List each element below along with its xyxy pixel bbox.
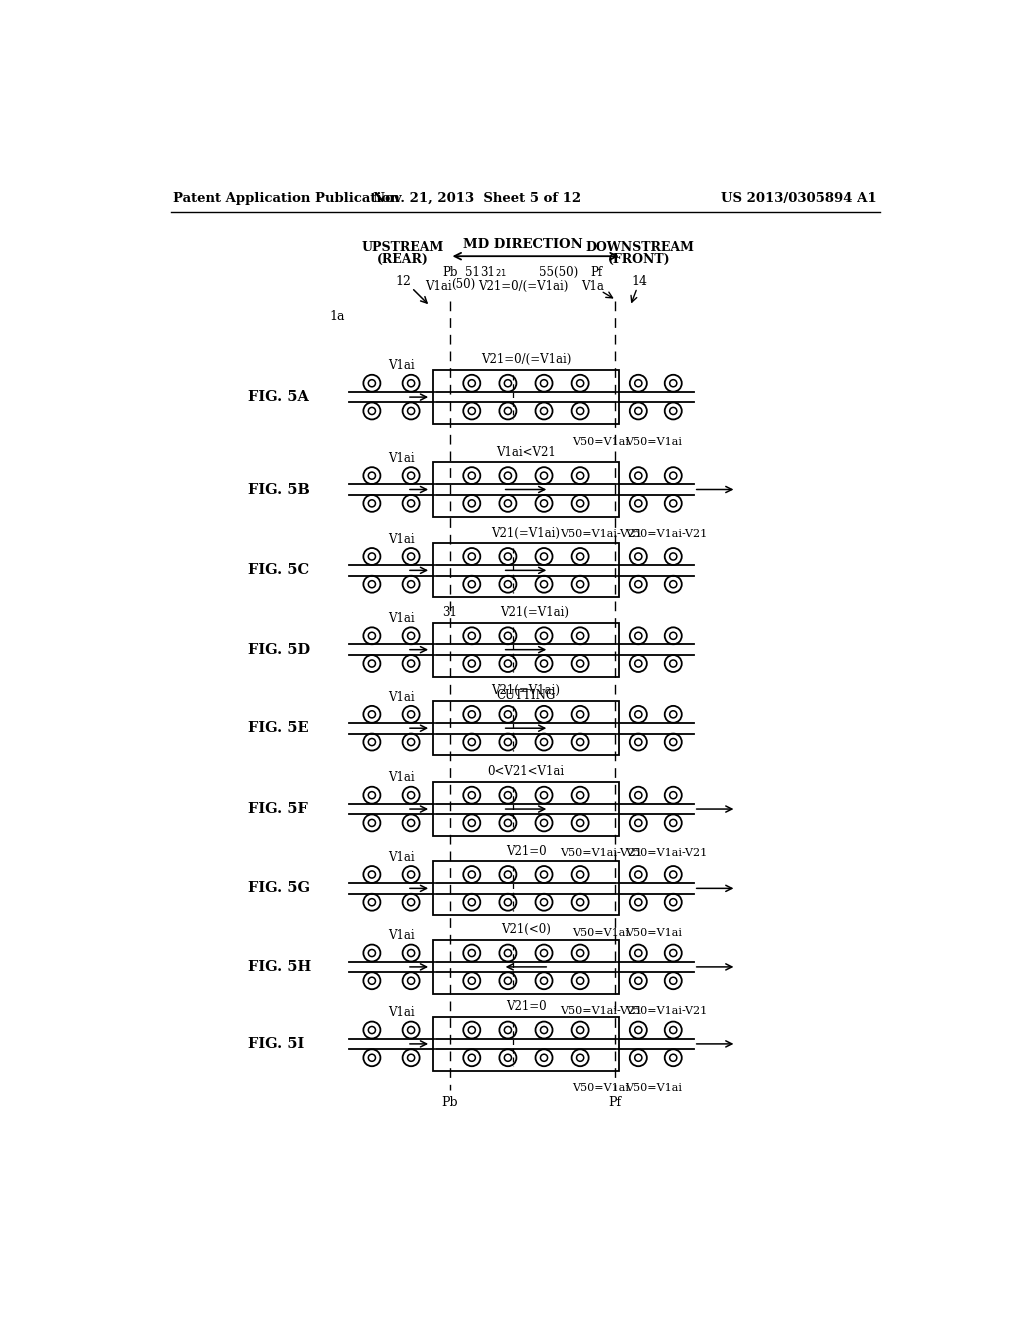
Text: V1ai: V1ai	[388, 359, 415, 372]
Text: V1a: V1a	[582, 280, 604, 293]
Text: V50=V1ai-V21: V50=V1ai-V21	[560, 1006, 642, 1016]
Text: V21(=V1ai): V21(=V1ai)	[501, 606, 569, 619]
Text: V21(<0): V21(<0)	[501, 923, 551, 936]
Text: 14: 14	[632, 275, 647, 288]
Text: FIG. 5B: FIG. 5B	[248, 483, 310, 496]
Text: Pb: Pb	[441, 1096, 458, 1109]
Text: Pb: Pb	[442, 265, 458, 279]
Text: Nov. 21, 2013  Sheet 5 of 12: Nov. 21, 2013 Sheet 5 of 12	[373, 191, 581, 205]
Text: Patent Application Publication: Patent Application Publication	[173, 191, 399, 205]
Bar	[432, 940, 620, 994]
Bar	[432, 1016, 620, 1071]
Text: V1ai: V1ai	[388, 771, 415, 784]
Text: 51: 51	[465, 265, 479, 279]
Text: FIG. 5G: FIG. 5G	[248, 882, 310, 895]
Text: V50=V1ai: V50=V1ai	[626, 928, 683, 937]
Text: V50=V1ai: V50=V1ai	[572, 1084, 630, 1093]
Bar	[432, 781, 620, 836]
Text: V50=V1ai: V50=V1ai	[572, 928, 630, 937]
Text: 1a: 1a	[330, 310, 345, 323]
Text: V21=0: V21=0	[506, 1001, 546, 1014]
Text: (50): (50)	[451, 279, 475, 292]
Text: FIG. 5H: FIG. 5H	[248, 960, 311, 974]
Text: CUTTING: CUTTING	[497, 689, 556, 702]
Text: V21(=V1ai): V21(=V1ai)	[492, 527, 560, 540]
Text: FIG. 5A: FIG. 5A	[248, 391, 309, 404]
Text: V1ai: V1ai	[388, 690, 415, 704]
Text: V50=V1ai: V50=V1ai	[626, 437, 683, 446]
Text: V50=V1ai-V21: V50=V1ai-V21	[626, 529, 708, 539]
Text: FIG. 5I: FIG. 5I	[248, 1038, 304, 1051]
Text: V1ai: V1ai	[388, 451, 415, 465]
Text: FIG. 5D: FIG. 5D	[248, 643, 310, 656]
Bar	[432, 861, 620, 916]
Text: V50=V1ai-V21: V50=V1ai-V21	[626, 849, 708, 858]
Bar	[432, 623, 620, 677]
Text: V1ai<V21: V1ai<V21	[496, 446, 556, 459]
Text: 31: 31	[480, 265, 495, 279]
Bar	[432, 370, 620, 424]
Text: UPSTREAM: UPSTREAM	[362, 242, 444, 255]
Text: Pf: Pf	[591, 265, 603, 279]
Text: V50=V1ai-V21: V50=V1ai-V21	[560, 529, 642, 539]
Text: FIG. 5E: FIG. 5E	[248, 721, 309, 735]
Text: DOWNSTREAM: DOWNSTREAM	[585, 242, 694, 255]
Text: V21(=V1ai): V21(=V1ai)	[492, 684, 560, 697]
Text: V50=V1ai-V21: V50=V1ai-V21	[626, 1006, 708, 1016]
Text: (FRONT): (FRONT)	[608, 252, 671, 265]
Text: V50=V1ai: V50=V1ai	[626, 1084, 683, 1093]
Text: Pf: Pf	[608, 1096, 622, 1109]
Bar	[432, 701, 620, 755]
Bar	[432, 544, 620, 598]
Text: V21=0/(=V1ai): V21=0/(=V1ai)	[478, 280, 568, 293]
Text: V1ai: V1ai	[388, 850, 415, 863]
Text: 12: 12	[395, 275, 411, 288]
Text: 31: 31	[442, 606, 457, 619]
Text: V50=V1ai-V21: V50=V1ai-V21	[560, 849, 642, 858]
Text: V1ai: V1ai	[388, 612, 415, 626]
Text: 55(50): 55(50)	[539, 265, 578, 279]
Text: MD DIRECTION: MD DIRECTION	[464, 238, 583, 251]
Text: US 2013/0305894 A1: US 2013/0305894 A1	[721, 191, 877, 205]
Text: V50=V1ai: V50=V1ai	[572, 437, 630, 446]
Text: V21=0/(=V1ai): V21=0/(=V1ai)	[481, 354, 571, 367]
Text: V1ai: V1ai	[388, 533, 415, 545]
Text: V1ai: V1ai	[388, 929, 415, 942]
Text: V21=0: V21=0	[506, 845, 546, 858]
Text: 0<V21<V1ai: 0<V21<V1ai	[487, 766, 564, 779]
Text: V1ai: V1ai	[425, 280, 452, 293]
Text: $_{21}$: $_{21}$	[495, 265, 507, 279]
Text: (REAR): (REAR)	[377, 252, 429, 265]
Text: V1ai: V1ai	[388, 1006, 415, 1019]
Text: FIG. 5F: FIG. 5F	[248, 803, 308, 816]
Text: FIG. 5C: FIG. 5C	[248, 564, 309, 577]
Bar	[432, 462, 620, 516]
